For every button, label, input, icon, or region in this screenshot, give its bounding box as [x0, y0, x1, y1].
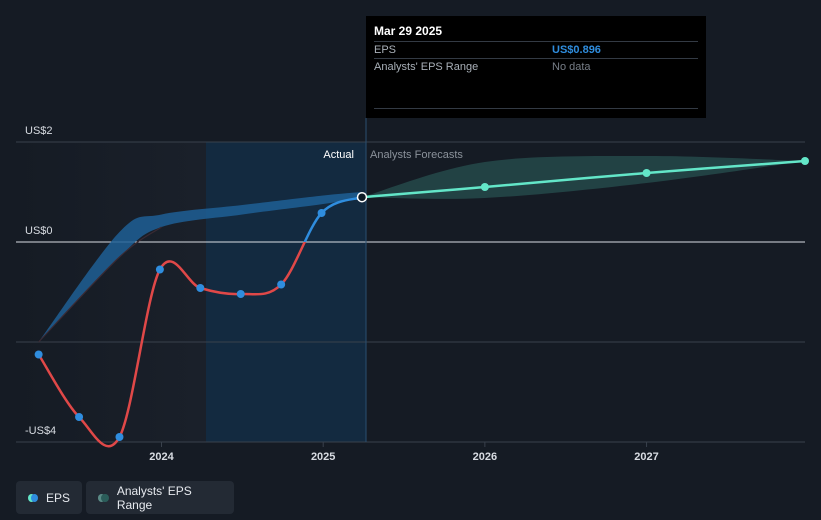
eps-point[interactable]	[236, 290, 245, 298]
forecast-eps-line	[361, 159, 806, 199]
eps-point[interactable]	[196, 284, 205, 292]
legend-eps[interactable]: EPS	[16, 481, 82, 514]
x-tick-label: 2025	[311, 451, 335, 463]
tooltip-eps-value: US$0.896	[552, 44, 601, 56]
past-range-trail	[38, 226, 162, 343]
x-tick-label: 2026	[473, 451, 497, 463]
legend-analysts-eps-range[interactable]: Analysts' EPS Range	[86, 481, 234, 514]
x-tick-label: 2024	[149, 451, 174, 463]
region-label-actual: Actual	[323, 149, 354, 161]
tooltip-range-row: Analysts' EPS Range No data	[374, 58, 698, 76]
eps-point[interactable]	[75, 413, 84, 421]
eps-point[interactable]	[155, 265, 164, 274]
actual-highlight-region	[206, 142, 366, 442]
tooltip-date: Mar 29 2025	[374, 24, 443, 38]
forecast-eps-point[interactable]	[642, 169, 651, 177]
tooltip-range-label: Analysts' EPS Range	[374, 61, 479, 73]
past-shade	[16, 142, 206, 442]
y-tick-label: US$2	[25, 125, 53, 137]
region-label-forecast: Analysts Forecasts	[370, 149, 463, 161]
legend-range-dot-icon-2	[101, 493, 109, 502]
legend-eps-dot-icon-2	[30, 493, 38, 502]
legend-eps-label: EPS	[45, 490, 70, 505]
eps-point[interactable]	[317, 209, 326, 217]
y-tick-label: -US$4	[25, 425, 56, 437]
legend-range-label: Analysts' EPS Range	[116, 483, 192, 512]
forecast-eps-point[interactable]	[480, 183, 489, 191]
tooltip-range-value: No data	[552, 61, 591, 73]
past-eps-range-band	[38, 192, 362, 342]
tooltip-divider	[374, 108, 698, 109]
tooltip-eps-label: EPS	[374, 44, 397, 56]
forecast-eps-point[interactable]	[801, 157, 809, 165]
y-tick-label: US$0	[25, 225, 53, 237]
tooltip: Mar 29 2025 EPS US$0.896 Analysts' EPS R…	[366, 16, 706, 118]
x-tick-label: 2027	[634, 451, 658, 463]
eps-point[interactable]	[277, 280, 286, 289]
tooltip-eps-row: EPS US$0.896	[374, 41, 698, 59]
eps-point[interactable]	[115, 433, 124, 441]
eps-point[interactable]	[34, 350, 43, 359]
eps-line-negative	[37, 242, 307, 448]
eps-point-hovered[interactable]	[356, 191, 368, 203]
